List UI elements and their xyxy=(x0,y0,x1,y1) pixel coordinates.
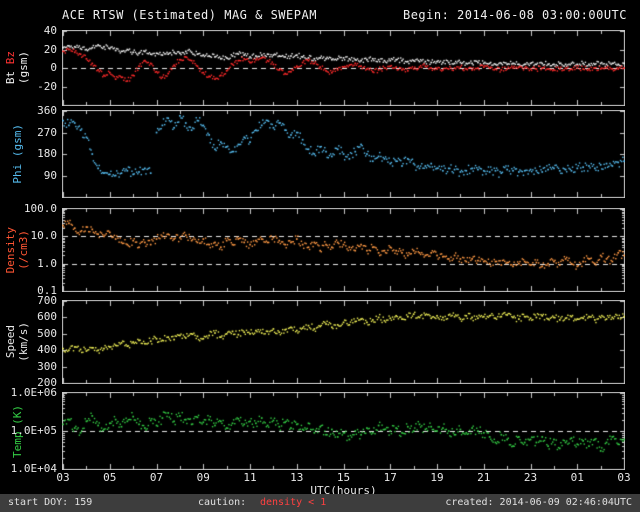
y-tick-label: 400 xyxy=(37,343,57,357)
y-tick-label: 180 xyxy=(37,147,57,160)
y-tick-label: 360 xyxy=(37,104,57,117)
x-tick-label: 09 xyxy=(196,471,210,484)
y-tick-label: -20 xyxy=(37,79,57,93)
y-axis-title-density: Density (/cm3) xyxy=(4,226,30,274)
x-tick-label: 13 xyxy=(290,471,304,484)
begin-timestamp: Begin: 2014-06-08 03:00:00UTC xyxy=(402,8,627,22)
x-tick-label: 07 xyxy=(149,471,164,484)
x-tick-label: 21 xyxy=(477,471,491,484)
x-tick-label: 03 xyxy=(56,471,70,484)
y-tick-label: 1.0 xyxy=(37,256,57,270)
y-tick-label: 500 xyxy=(37,326,57,340)
y-tick-label: 10.0 xyxy=(30,229,58,243)
footer-bar: start DOY: 159 caution: density < 1 crea… xyxy=(0,494,640,512)
page-title: ACE RTSW (Estimated) MAG & SWEPAM xyxy=(62,8,317,22)
y-tick-label: 270 xyxy=(37,125,57,139)
y-tick-label: 1.0E+05 xyxy=(10,424,57,437)
y-tick-label: 100.0 xyxy=(23,202,57,215)
panel-phi xyxy=(62,110,625,198)
x-tick-label: 05 xyxy=(103,471,117,484)
x-tick-label: 17 xyxy=(383,471,397,484)
density-trace-canvas xyxy=(62,208,625,292)
x-tick-label: 11 xyxy=(243,471,257,484)
y-tick-label: 20 xyxy=(43,42,57,56)
mag-trace-canvas xyxy=(62,30,625,106)
x-axis-label: UTC(hours) xyxy=(310,484,377,497)
y-tick-label: 0.1 xyxy=(37,284,57,297)
caution-label: caution: xyxy=(198,497,247,508)
x-tick-label: 19 xyxy=(430,471,444,484)
start-doy-label: start DOY: 159 xyxy=(8,497,93,508)
x-tick-label: 01 xyxy=(570,471,584,484)
y-tick-label: 700 xyxy=(37,294,57,307)
y-tick-label: 0 xyxy=(50,61,57,74)
panel-temp xyxy=(62,392,625,470)
x-tick-label: 23 xyxy=(523,471,538,484)
y-tick-label: 1.0E+06 xyxy=(10,386,57,399)
y-tick-label: 300 xyxy=(37,359,57,373)
y-tick-label: 600 xyxy=(37,310,57,324)
panel-mag-bt-bz xyxy=(62,30,625,106)
y-tick-label: 1.0E+04 xyxy=(10,462,57,475)
phi-trace-canvas xyxy=(62,110,625,198)
panel-speed xyxy=(62,300,625,384)
y-tick-label: 90 xyxy=(43,168,57,182)
x-tick-label: 03 xyxy=(617,471,631,484)
panel-density xyxy=(62,208,625,292)
y-tick-label: 40 xyxy=(43,24,57,37)
speed-trace-canvas xyxy=(62,300,625,384)
created-timestamp: created: 2014-06-09 02:46:04UTC xyxy=(445,497,632,508)
x-tick-label: 15 xyxy=(336,471,351,484)
y-tick-label: 200 xyxy=(37,376,57,389)
temp-trace-canvas xyxy=(62,392,625,470)
caution-value: density < 1 xyxy=(260,497,327,508)
